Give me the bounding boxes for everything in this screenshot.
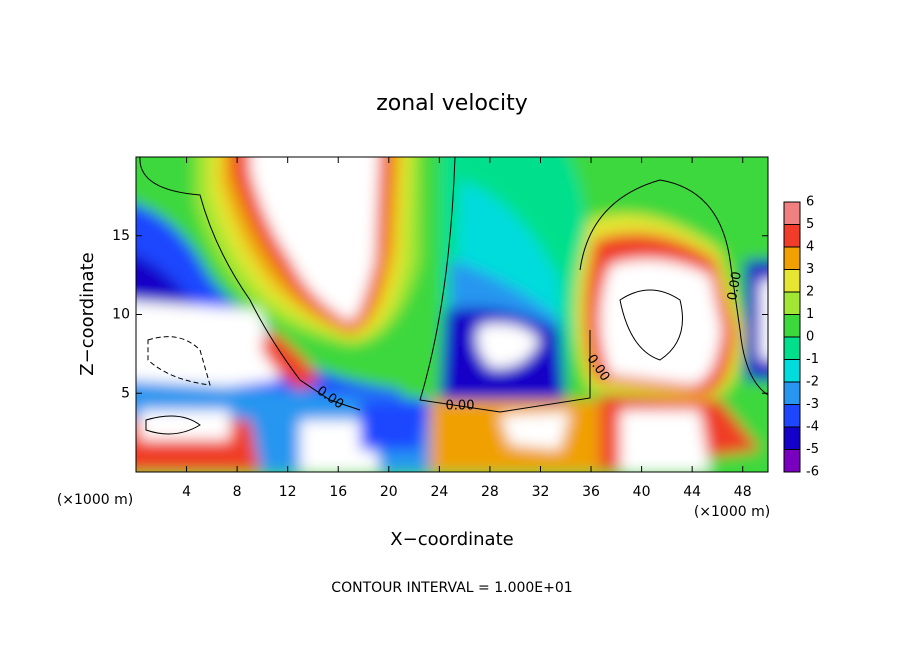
x-tick-label: 48 — [734, 484, 752, 500]
colorbar-label: 3 — [806, 262, 814, 277]
colorbar-label: 5 — [806, 217, 814, 232]
colorbar-label: 6 — [806, 195, 814, 210]
x-tick-label: 40 — [633, 484, 651, 500]
x-unit: (×1000 m) — [57, 492, 133, 508]
field — [136, 157, 768, 472]
colorbar-label: 2 — [806, 285, 814, 300]
colorbar-band — [784, 359, 800, 382]
colorbar-label: -6 — [806, 465, 819, 480]
x-tick-label: 44 — [683, 484, 701, 500]
y-tick-label: 10 — [112, 307, 130, 323]
colorbar-band — [784, 449, 800, 472]
y-tick-label: 5 — [121, 385, 130, 401]
x-tick-label: 28 — [481, 484, 499, 500]
colorbar-label: 1 — [806, 307, 814, 322]
colorbar-label: -2 — [806, 375, 819, 390]
colorbar-band — [784, 314, 800, 337]
chart-title: zonal velocity — [376, 91, 528, 116]
colorbar-label: 0 — [806, 330, 814, 345]
colorbar-band — [784, 427, 800, 450]
colorbar-band — [784, 382, 800, 405]
x-tick-label: 20 — [380, 484, 398, 500]
x-axis-title: X−coordinate — [390, 529, 513, 550]
x-tick-label: 8 — [233, 484, 242, 500]
colorbar-band — [784, 202, 800, 225]
y-tick-label: 15 — [112, 228, 130, 244]
x-tick-label: 4 — [182, 484, 191, 500]
contour-label: 0.00 — [725, 270, 745, 301]
colorbar-band — [784, 269, 800, 292]
colorbar-label: -4 — [806, 420, 819, 435]
colorbar-label: 4 — [806, 240, 814, 255]
x-tick-label: 36 — [582, 484, 600, 500]
x-tick-label: 16 — [329, 484, 347, 500]
x-unit: (×1000 m) — [694, 504, 770, 520]
x-tick-label: 32 — [532, 484, 550, 500]
x-tick-label: 24 — [430, 484, 448, 500]
colorbar-band — [784, 224, 800, 247]
colorbar-band — [784, 404, 800, 427]
footer-note: CONTOUR INTERVAL = 1.000E+01 — [331, 580, 572, 596]
y-axis-title: Z−coordinate — [77, 252, 98, 375]
colorbar-label: -3 — [806, 397, 819, 412]
colorbar-label: -5 — [806, 442, 819, 457]
contour-label: 0.00 — [446, 399, 475, 414]
colorbar-band — [784, 247, 800, 270]
colorbar-band — [784, 337, 800, 360]
colorbar-label: -1 — [806, 352, 819, 367]
colorbar-band — [784, 292, 800, 315]
x-tick-label: 12 — [279, 484, 297, 500]
